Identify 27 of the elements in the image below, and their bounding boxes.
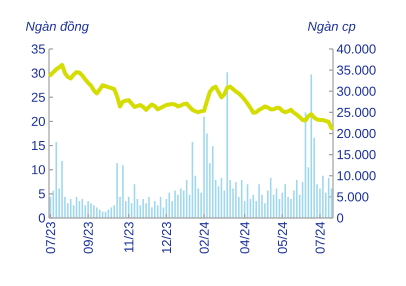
y2-tick-label: 15.000 [338,150,376,160]
y-axis-title: Ngàn đồng [26,20,89,34]
y2-tick-label: 40.000 [336,44,376,54]
x-tick-label: 02/24 [199,222,209,254]
x-tick-label: 05/24 [278,222,288,254]
y-tick-label: 30 [32,68,45,78]
y-tick-label: 25 [32,92,45,102]
y-tick-label: 10 [32,165,45,174]
y2-tick-label: 30.000 [337,86,376,96]
y2-tick-label: 5.000 [337,192,368,202]
y-tick-label: 15 [32,141,45,150]
x-tick-label: 12/23 [162,222,172,253]
y2-tick-label: 20.000 [337,128,376,138]
x-tick-label: 09/23 [83,222,93,254]
x-tick-label: 11/23 [124,222,134,252]
y-tick-label: 20 [32,116,45,126]
y2-tick-label: 35.000 [337,66,376,75]
y2-tick-label: 10.000 [338,171,376,180]
y-tick-label: 0 [38,213,45,223]
y2-tick-label: 0 [337,213,344,223]
y-tick-label: 5 [38,189,45,198]
x-tick-label: 07/24 [315,222,325,254]
x-tick-label: 04/24 [240,222,250,254]
y2-axis-title: Ngàn cp [308,21,356,34]
x-tick-label: 07/23 [46,222,56,254]
y-tick-label: 35 [32,44,45,54]
y2-tick-label: 25.000 [337,108,376,117]
